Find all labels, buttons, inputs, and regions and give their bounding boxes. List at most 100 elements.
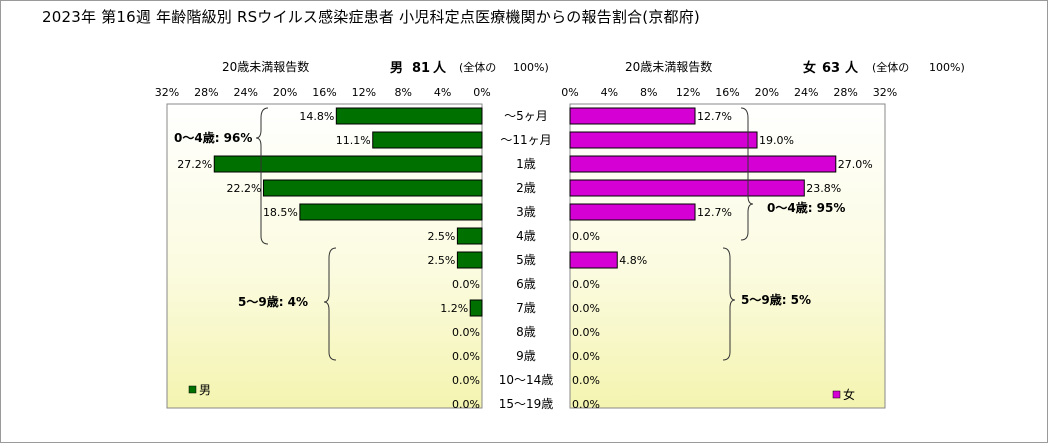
male-value-label: 0.0%	[452, 374, 480, 387]
male-value-label: 0.0%	[452, 278, 480, 291]
right-plot-area	[569, 103, 886, 409]
category-label: 6歳	[516, 277, 536, 291]
category-label: 10〜14歳	[499, 373, 554, 387]
right-total-label: (全体の	[872, 60, 909, 74]
female-bar	[569, 203, 696, 221]
left-tick-label: 24%	[234, 86, 258, 99]
left-tick-label: 4%	[434, 86, 451, 99]
female-value-label: 0.0%	[572, 278, 600, 291]
left-note-5-9: 5〜9歳: 4%	[238, 294, 308, 309]
category-label: 9歳	[516, 349, 536, 363]
male-value-label: 0.0%	[452, 326, 480, 339]
category-label: 3歳	[516, 205, 536, 219]
left-note-0-4: 0〜4歳: 96%	[174, 130, 252, 145]
female-bar	[569, 107, 696, 125]
female-value-label: 0.0%	[572, 230, 600, 243]
male-value-label: 18.5%	[263, 206, 298, 219]
right-tick-label: 12%	[676, 86, 700, 99]
left-brace-0-4	[255, 107, 269, 245]
female-value-label: 19.0%	[759, 134, 794, 147]
category-labels: 〜5ヶ月〜11ヶ月 1歳 2歳 3歳 4歳 5歳 6歳 7歳 8歳 9歳 10〜14歳 15〜19歳	[499, 109, 554, 411]
right-axis-ticks: 0% 4% 8% 12% 16% 20% 24% 28% 32%	[561, 86, 897, 99]
right-tick-label: 24%	[794, 86, 818, 99]
male-value-label: 2.5%	[427, 230, 455, 243]
right-brace-0-4	[740, 107, 754, 241]
right-brace-5-9	[722, 247, 736, 361]
left-tick-label: 0%	[473, 86, 490, 99]
male-bar	[335, 107, 483, 125]
left-sex-label: 男	[390, 61, 403, 76]
left-tick-label: 16%	[312, 86, 336, 99]
female-bar	[569, 251, 618, 269]
category-label: 4歳	[516, 229, 536, 243]
right-tick-label: 8%	[640, 86, 657, 99]
left-total-label: (全体の	[459, 60, 496, 74]
right-count-unit: 人	[845, 60, 859, 76]
male-value-label: 0.0%	[452, 398, 480, 411]
legend-male-swatch	[188, 385, 197, 394]
right-tick-label: 16%	[715, 86, 739, 99]
chart-title: 2023年 第16週 年齢階級別 RSウイルス感染症患者 小児科定点医療機関から…	[42, 8, 700, 26]
left-tick-label: 28%	[194, 86, 218, 99]
female-value-label: 23.8%	[806, 182, 841, 195]
legend-male-label: 男	[199, 383, 211, 397]
right-tick-label: 20%	[755, 86, 779, 99]
left-plot-area	[166, 103, 483, 409]
left-subtitle: 20歳未満報告数	[222, 59, 309, 74]
female-bar	[569, 131, 758, 149]
right-note-0-4: 0〜4歳: 95%	[767, 200, 845, 215]
right-bars: 12.7% 19.0% 27.0% 23.8% 12.7% 0.0% 4.8% 0.0% 0.0…	[569, 107, 873, 411]
left-count: 81	[412, 61, 430, 76]
category-label: 7歳	[516, 301, 536, 315]
male-bar	[456, 251, 483, 269]
male-bar	[213, 155, 483, 173]
female-bar	[569, 179, 805, 197]
category-label: 〜11ヶ月	[500, 133, 551, 147]
left-brace-5-9	[323, 247, 337, 361]
female-value-label: 0.0%	[572, 398, 600, 411]
female-value-label: 27.0%	[838, 158, 873, 171]
category-label: 8歳	[516, 325, 536, 339]
male-value-label: 27.2%	[177, 158, 212, 171]
left-total-pct: 100%)	[513, 61, 549, 74]
category-label: 15〜19歳	[499, 397, 554, 411]
category-label: 1歳	[516, 157, 536, 171]
right-note-5-9: 5〜9歳: 5%	[741, 292, 811, 307]
left-tick-label: 20%	[273, 86, 297, 99]
male-bar	[262, 179, 483, 197]
right-tick-label: 4%	[601, 86, 618, 99]
right-tick-label: 32%	[873, 86, 897, 99]
male-bar	[299, 203, 483, 221]
male-value-label: 14.8%	[299, 110, 334, 123]
left-tick-label: 12%	[352, 86, 376, 99]
left-tick-label: 8%	[395, 86, 412, 99]
right-tick-label: 28%	[833, 86, 857, 99]
left-tick-label: 32%	[155, 86, 179, 99]
female-bar	[569, 155, 837, 173]
female-value-label: 12.7%	[697, 110, 732, 123]
left-bars: 14.8%11.1% 27.2% 22.2%18.5% 2.5% 2.5% 0.0% 1.2…	[177, 107, 483, 411]
female-value-label: 0.0%	[572, 302, 600, 315]
female-value-label: 0.0%	[572, 350, 600, 363]
right-total-pct: 100%)	[929, 61, 965, 74]
left-axis-ticks: 32% 28% 24% 20% 16% 12% 8% 4% 0%	[155, 86, 491, 99]
female-value-label: 12.7%	[697, 206, 732, 219]
right-tick-label: 0%	[561, 86, 578, 99]
legend-female-label: 女	[843, 387, 855, 402]
category-label: 2歳	[516, 181, 536, 195]
legend-female-swatch	[832, 390, 841, 399]
male-value-label: 11.1%	[336, 134, 371, 147]
right-sex-label: 女	[803, 60, 816, 76]
male-bar	[372, 131, 483, 149]
left-count-unit: 人	[433, 60, 447, 76]
female-value-label: 4.8%	[619, 254, 647, 267]
male-value-label: 0.0%	[452, 350, 480, 363]
category-label: 5歳	[516, 253, 536, 267]
male-value-label: 1.2%	[440, 302, 468, 315]
category-label: 〜5ヶ月	[504, 109, 548, 123]
female-value-label: 0.0%	[572, 326, 600, 339]
male-bar	[456, 227, 483, 245]
right-count: 63	[822, 61, 840, 76]
female-value-label: 0.0%	[572, 374, 600, 387]
